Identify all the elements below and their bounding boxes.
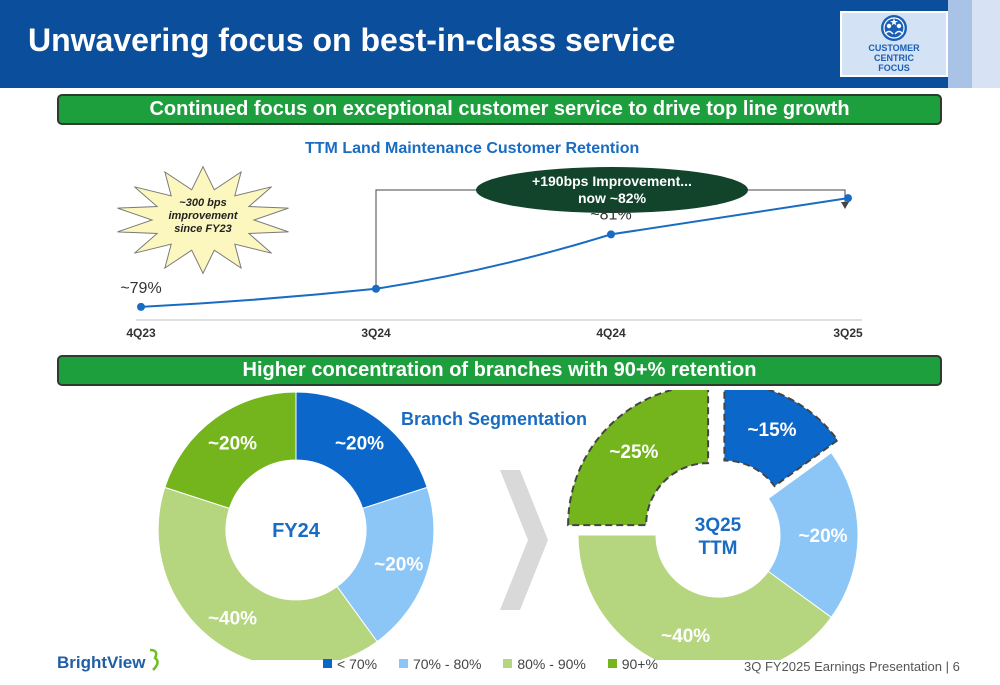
bottom-banner: Higher concentration of branches with 90… <box>57 355 942 386</box>
page-title: Unwavering focus on best-in-class servic… <box>28 22 676 58</box>
badge-line: CENTRIC <box>874 53 914 63</box>
data-point-3q24 <box>372 284 380 293</box>
legend-item-80-90: 80% - 90% <box>503 656 586 672</box>
header-stripe <box>948 0 972 88</box>
badge-text: CUSTOMER CENTRIC FOCUS <box>842 43 946 73</box>
3q25-label-lt70: ~15% <box>747 420 796 441</box>
improvement-callout: +190bps Improvement... now ~82% <box>375 167 849 290</box>
logo-mark-icon <box>150 648 160 671</box>
data-label-4q23: ~79% <box>120 280 161 297</box>
3q25-label-80-90: ~40% <box>661 626 710 647</box>
legend-swatch <box>398 659 408 668</box>
improvement-line: now ~82% <box>578 190 647 206</box>
3q25-label-70-80: ~20% <box>798 526 847 547</box>
3q25-donut: ~15% ~20% ~40% ~25% 3Q25 TTM <box>567 390 859 660</box>
3q25-slice-90plus <box>567 390 710 527</box>
chevron-arrow-icon <box>500 470 548 610</box>
legend-label: 70% - 80% <box>412 656 482 672</box>
fy24-donut: ~20% ~20% ~40% ~20% FY24 <box>157 391 435 660</box>
data-point-4q24 <box>607 230 615 239</box>
fy24-center-label: FY24 <box>272 520 321 542</box>
3q25-center-label: 3Q25 <box>695 515 742 536</box>
bracket-arrow <box>841 202 849 209</box>
3q25-slice-70-80 <box>767 452 859 618</box>
data-point-4q23 <box>137 302 145 311</box>
logo-text: BrightView <box>57 653 146 672</box>
legend-label: < 70% <box>337 656 378 672</box>
data-label-4q24: ~81% <box>590 206 631 223</box>
improvement-line: +190bps Improvement... <box>532 173 692 189</box>
fy24-label-70-80: ~20% <box>374 554 423 575</box>
starburst-line: ~300 bps <box>179 197 226 209</box>
starburst-line: since FY23 <box>174 223 231 235</box>
legend-item-lt70: < 70% <box>323 656 377 672</box>
3q25-slice-80-90 <box>577 534 832 660</box>
improvement-ellipse <box>476 167 748 213</box>
segmentation-legend: < 70% 70% - 80% 80% - 90% 90+% <box>323 656 676 672</box>
starburst-shape <box>117 165 289 275</box>
fy24-slice-lt70 <box>295 391 428 510</box>
data-point-3q25 <box>844 194 852 203</box>
x-tick-label: 4Q24 <box>596 326 626 340</box>
x-tick-label: 3Q25 <box>833 326 863 340</box>
header-stripe-light <box>972 0 1000 88</box>
people-group-icon <box>881 15 907 41</box>
fy24-label-80-90: ~40% <box>208 608 257 629</box>
brightview-logo: BrightView <box>57 648 161 673</box>
presentation-footer: 3Q FY2025 Earnings Presentation | 6 <box>744 659 960 674</box>
badge-line: CUSTOMER <box>868 43 920 53</box>
x-tick-label: 4Q23 <box>126 326 156 340</box>
3q25-center-label: TTM <box>698 538 737 559</box>
legend-label: 80% - 90% <box>517 656 586 672</box>
legend-swatch <box>503 659 513 668</box>
fy24-label-90plus: ~20% <box>208 434 257 455</box>
legend-item-70-80: 70% - 80% <box>398 656 482 672</box>
legend-item-90plus: 90+% <box>607 656 658 672</box>
fy24-slice-90plus <box>164 391 297 510</box>
retention-line-chart: ~300 bps improvement since FY23 +190bps … <box>117 165 863 340</box>
fy24-slice-70-80 <box>336 486 435 643</box>
branch-segmentation-donuts: ~20% ~20% ~40% ~20% FY24 ~15% ~20% ~40% … <box>157 390 859 660</box>
header-bar <box>0 0 1000 88</box>
segmentation-title: Branch Segmentation <box>401 409 588 429</box>
3q25-label-90plus: ~25% <box>609 442 658 463</box>
x-tick-label: 3Q24 <box>361 326 391 340</box>
3q25-slice-lt70 <box>723 390 839 488</box>
retention-series-line <box>140 197 849 308</box>
retention-chart-title: TTM Land Maintenance Customer Retention <box>305 140 640 157</box>
legend-swatch <box>607 659 617 668</box>
customer-centric-badge: CUSTOMER CENTRIC FOCUS <box>840 11 948 77</box>
top-banner: Continued focus on exceptional customer … <box>57 94 942 125</box>
badge-line: FOCUS <box>878 63 910 73</box>
legend-label: 90+% <box>621 656 658 672</box>
starburst-line: improvement <box>168 210 238 222</box>
starburst-callout: ~300 bps improvement since FY23 <box>117 165 289 275</box>
legend-swatch <box>323 659 332 668</box>
fy24-slice-80-90 <box>157 486 378 660</box>
fy24-label-lt70: ~20% <box>335 434 384 455</box>
